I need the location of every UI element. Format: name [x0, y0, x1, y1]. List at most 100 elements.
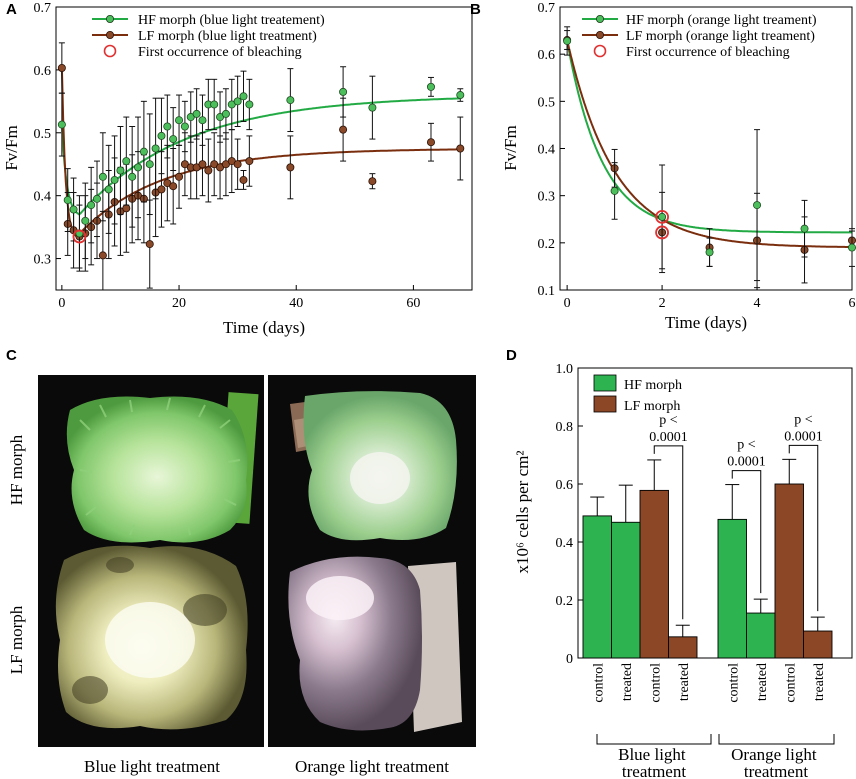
chart-d-ylabel: x10⁶ cells per cm² [513, 451, 532, 574]
a-point-lf-32 [245, 157, 254, 166]
group-bracket-blue [596, 734, 712, 745]
d-bar-0 [582, 515, 612, 659]
a-point-hf-17 [157, 131, 166, 140]
a-point-lf-17 [157, 185, 166, 194]
a-point-hf-34 [339, 87, 348, 96]
b-fit-lf [566, 39, 852, 248]
photo-row-hf-label: HF morph [7, 434, 26, 505]
a-point-hf-4 [81, 216, 90, 225]
a-point-lf-37 [456, 144, 465, 153]
legend-b-lf-label: LF morph (orange light treament) [626, 29, 815, 44]
b-ytick-label-1: 0.2 [538, 237, 556, 252]
legend-d-lf-label: LF morph [624, 399, 680, 414]
legend-a-bleach-label: First occurrence of bleaching [138, 45, 302, 60]
photo-panel-c: HF morph LF morph Blue light treatment O… [7, 375, 476, 776]
a-point-hf-12 [128, 172, 137, 181]
d-category-label-0: control [591, 663, 606, 703]
a-point-lf-30 [233, 160, 242, 169]
legend-a-hf-label: HF morph (blue light treatement) [138, 13, 325, 28]
a-point-hf-32 [245, 100, 254, 109]
a-point-hf-24 [198, 116, 207, 125]
a-point-hf-30 [233, 97, 242, 106]
d-bar-7 [803, 630, 833, 659]
a-bleach-marker-0 [72, 229, 87, 244]
chart-b-xlabel: Time (days) [665, 313, 747, 332]
chart-a-legend: HF morph (blue light treatement) LF morp… [92, 13, 325, 60]
d-bar-1 [611, 521, 641, 659]
a-point-lf-0 [57, 64, 66, 73]
d-sig-value-2: 0.0001 [784, 429, 823, 444]
legend-d-hf-swatch [593, 374, 617, 392]
photo-col-orange-label: Orange light treatment [295, 757, 449, 776]
a-point-hf-26 [210, 100, 219, 109]
legend-a-bleach-marker [103, 44, 117, 58]
d-bar-4 [717, 518, 747, 659]
a-point-hf-28 [221, 109, 230, 118]
a-point-hf-1 [63, 196, 72, 205]
a-point-lf-24 [198, 160, 207, 169]
d-sig-bracket-1 [731, 470, 762, 594]
chart-a-frame [55, 6, 473, 291]
b-fit-hf [566, 40, 852, 234]
b-point-hf-6 [848, 243, 856, 252]
chart-b-ylabel: Fv/Fm [501, 125, 520, 170]
b-ytick-label-6: 0.7 [538, 1, 556, 16]
a-ytick-label-0: 0.3 [34, 253, 52, 268]
a-xtick-label-1: 20 [172, 296, 186, 311]
b-xtick-label-2: 4 [754, 296, 761, 311]
a-fit-lf [60, 67, 461, 238]
d-ytick-label-0: 0 [566, 652, 573, 667]
a-point-hf-16 [151, 144, 160, 153]
a-point-lf-35 [368, 177, 377, 186]
a-fit-hf [60, 97, 461, 216]
a-point-hf-35 [368, 103, 377, 112]
d-sig-value-0: 0.0001 [649, 430, 688, 445]
legend-a-lf-marker [106, 30, 115, 39]
a-point-hf-13 [134, 163, 143, 172]
photo-row-lf-label: LF morph [7, 605, 26, 674]
a-point-hf-6 [93, 194, 102, 203]
legend-b-lf-marker [596, 30, 605, 39]
panel-b-label: B [470, 1, 481, 18]
d-sig-p-0: p < [659, 413, 678, 428]
panel-d-label: D [506, 347, 517, 364]
chart-b-legend: HF morph (orange light treament) LF morp… [582, 13, 817, 60]
b-ytick-label-4: 0.5 [538, 95, 556, 110]
a-point-lf-15 [145, 240, 154, 249]
a-point-lf-31 [239, 175, 248, 184]
a-point-hf-20 [175, 116, 184, 125]
a-point-lf-19 [169, 182, 178, 191]
panel-c-label: C [6, 347, 17, 364]
a-point-hf-7 [98, 172, 107, 181]
legend-b-bleach-label: First occurrence of bleaching [626, 45, 790, 60]
legend-a-hf-marker [106, 14, 115, 23]
a-xtick-label-0: 0 [58, 296, 65, 311]
photo-lf-orange [288, 556, 462, 732]
d-bar-3 [668, 636, 698, 659]
a-point-hf-9 [110, 175, 119, 184]
a-point-hf-33 [286, 96, 295, 105]
a-ytick-label-1: 0.4 [34, 190, 52, 205]
b-ytick-label-3: 0.4 [538, 143, 556, 158]
b-point-hf-3 [705, 248, 714, 257]
a-point-lf-25 [204, 166, 213, 175]
chart-a-ylabel: Fv/Fm [2, 125, 21, 170]
photo-hf-orange [290, 391, 457, 541]
legend-d-lf-swatch [593, 395, 617, 413]
d-ytick-label-3: 0.6 [556, 478, 574, 493]
a-point-lf-33 [286, 163, 295, 172]
d-ytick-label-2: 0.4 [556, 536, 574, 551]
d-sig-bracket-0 [653, 445, 684, 620]
b-point-hf-2 [658, 212, 667, 221]
a-point-hf-0 [57, 120, 66, 129]
a-point-hf-37 [456, 91, 465, 100]
a-point-hf-31 [239, 92, 248, 101]
d-ytick-label-4: 0.8 [556, 420, 574, 435]
a-point-lf-11 [122, 204, 131, 213]
d-category-label-4: control [726, 663, 741, 703]
a-point-hf-36 [426, 82, 435, 91]
chart-b: 0.1 0.2 0.3 0.4 0.5 0.6 0.7 0 2 4 6 HF morph (oran… [501, 1, 856, 332]
b-bleach-marker-1 [655, 225, 669, 240]
d-ytick-label-5: 1.0 [556, 362, 574, 377]
